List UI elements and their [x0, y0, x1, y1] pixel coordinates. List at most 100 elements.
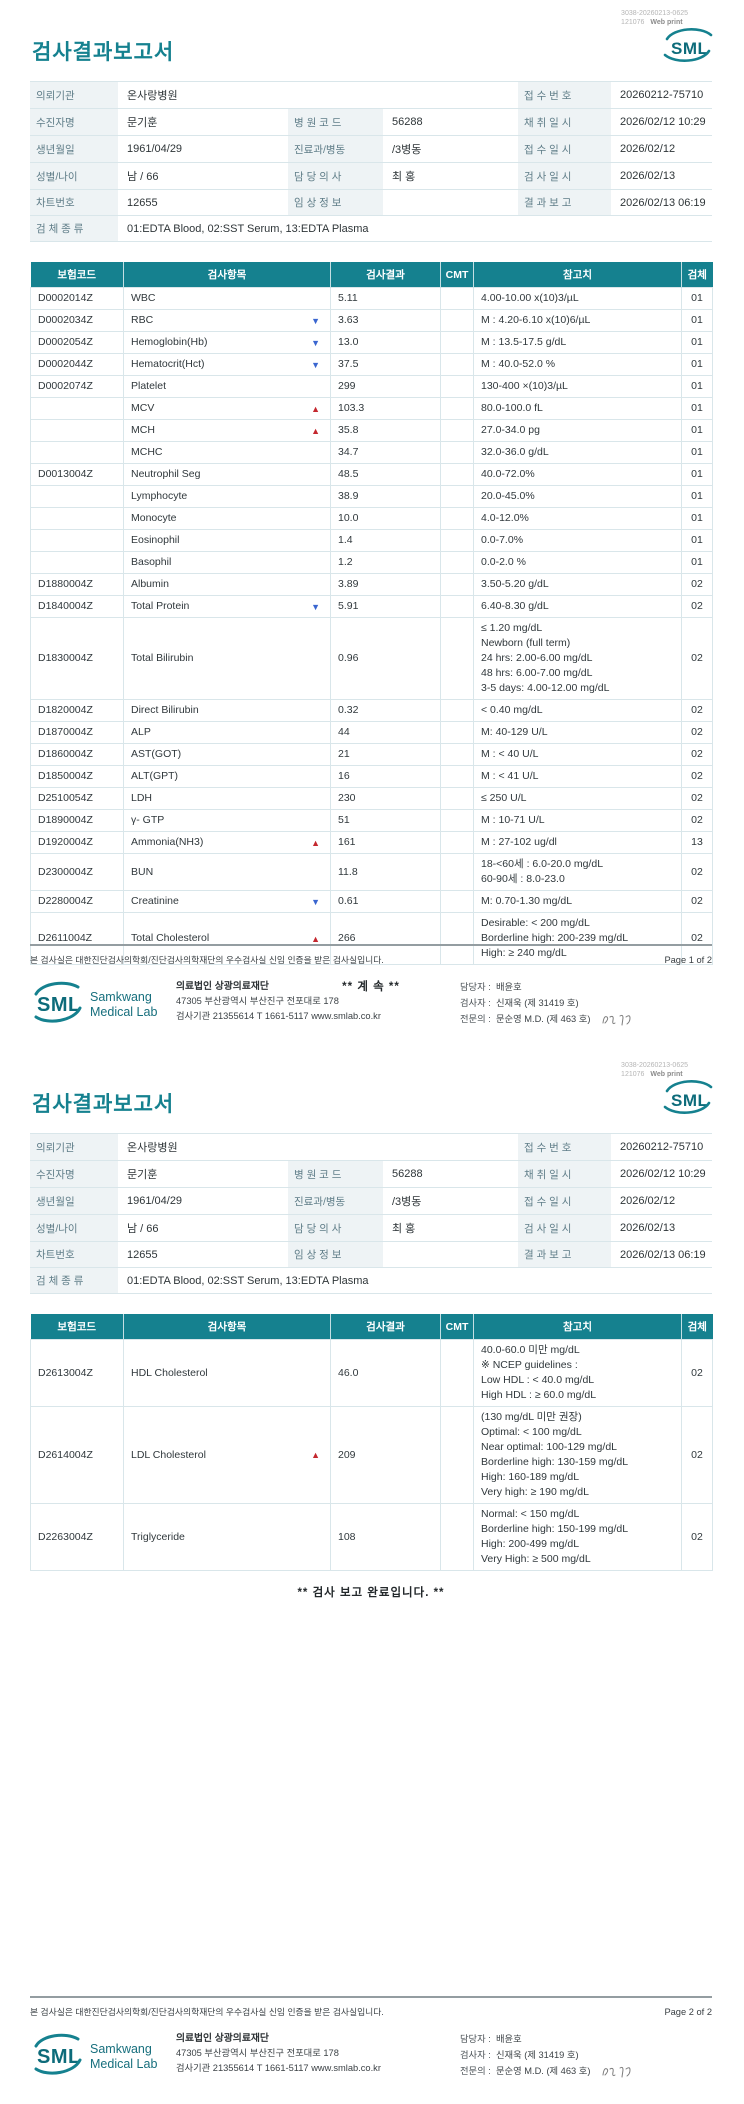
result-row: D2611004Z Total Cholesterol ▲ 266 Desirable:…: [30, 912, 713, 965]
reference-line: 27.0-34.0 pg: [481, 424, 540, 436]
cmt-cell: [440, 912, 474, 965]
svg-text:SML: SML: [671, 39, 708, 58]
reference-line: M : 40.0-52.0 %: [481, 358, 556, 370]
test-item-name: LDH: [131, 792, 153, 804]
field-label: 생년월일: [30, 1187, 118, 1215]
result-value-cell: 1.2: [330, 551, 441, 574]
cmt-cell: [440, 890, 474, 913]
result-value-cell: 209: [330, 1406, 441, 1504]
test-item-name: Creatinine: [131, 895, 179, 907]
high-flag-icon: ▲: [311, 1450, 320, 1460]
specimen-cell: 02: [681, 787, 713, 810]
reference-line: Near optimal: 100-129 mg/dL: [481, 1441, 617, 1453]
test-item-name: Total Cholesterol: [131, 932, 210, 944]
cmt-cell: [440, 309, 474, 332]
result-row: D0002014Z WBC 5.11 4.00-10.00 x(10)3/µL 01: [30, 287, 713, 310]
reference-line: M : 4.20-6.10 x(10)6/µL: [481, 314, 591, 326]
specimen-cell: 02: [681, 699, 713, 722]
reference-line: ≤ 1.20 mg/dL: [481, 622, 543, 634]
specimen-cell: 01: [681, 529, 713, 552]
field-value: [383, 190, 518, 216]
staff-label: 검사자 :: [460, 998, 491, 1008]
patient-info-row: 차트번호 12655 임 상 정 보 결 과 보 고 2026/02/13 06:19: [30, 189, 713, 216]
result-row: D1860004Z AST(GOT) 21 M : < 40 U/L 02: [30, 743, 713, 766]
reference-line: (130 mg/dL 미만 권장): [481, 1411, 582, 1423]
reference-line: 80.0-100.0 fL: [481, 402, 543, 414]
test-item-cell: WBC: [123, 287, 331, 310]
result-row: D0002054Z Hemoglobin(Hb) ▼ 13.0 M : 13.5-17.…: [30, 331, 713, 354]
column-header: 보험코드: [30, 262, 124, 288]
test-item-cell: Monocyte: [123, 507, 331, 530]
result-row: Lymphocyte 38.9 20.0-45.0% 01: [30, 485, 713, 508]
test-item-cell: Total Cholesterol ▲: [123, 912, 331, 965]
result-row: D1880004Z Albumin 3.89 3.50-5.20 g/dL 02: [30, 573, 713, 596]
staff-label: 전문의 :: [460, 2066, 491, 2076]
field-label: 결 과 보 고: [518, 189, 612, 216]
result-value-cell: 0.61: [330, 890, 441, 913]
patient-info-body: 의뢰기관 온사랑병원 접 수 번 호 20260212-75710 수진자명 문기훈 병 원…: [30, 1133, 713, 1294]
staff-label: 전문의 :: [460, 1014, 491, 1024]
field-label: 임 상 정 보: [288, 1241, 383, 1268]
sml-footer-logo-icon: SML Samkwang Medical Lab: [30, 979, 176, 1032]
result-row: MCHC 34.7 32.0-36.0 g/dL 01: [30, 441, 713, 464]
reference-line: High: 160-189 mg/dL: [481, 1471, 580, 1483]
specimen-cell: 02: [681, 853, 713, 891]
field-value: 56288: [392, 116, 423, 128]
reference-line: ≤ 250 U/L: [481, 792, 527, 804]
result-value-cell: 48.5: [330, 463, 441, 486]
web-print-info: 3038-20260213-0625 121076 Web print: [621, 1061, 688, 1079]
field-label: 채 취 일 시: [518, 1160, 612, 1188]
field-value: 2026/02/13 06:19: [620, 196, 706, 209]
field-label: 성별/나이: [30, 1214, 118, 1242]
column-header: 검체: [681, 262, 713, 288]
cmt-cell: [440, 721, 474, 744]
field-value: 20260212-75710: [620, 1141, 704, 1153]
reference-range-cell: 0.0-7.0%: [473, 529, 682, 552]
insurance-code-cell: [30, 507, 124, 530]
result-row: D0002034Z RBC ▼ 3.63 M : 4.20-6.10 x(10)6/µL…: [30, 309, 713, 332]
test-item-cell: Basophil: [123, 551, 331, 574]
result-value-cell: 161: [330, 831, 441, 854]
result-row: D1840004Z Total Protein ▼ 5.91 6.40-8.30 g/d…: [30, 595, 713, 618]
continued-note: ** 계 속 **: [342, 981, 400, 993]
field-label: 검 사 일 시: [518, 162, 612, 190]
column-header: 검사결과: [330, 1314, 441, 1340]
field-value: 남 / 66: [127, 1223, 159, 1235]
web-print-label: Web print: [650, 19, 683, 26]
specimen-cell: 02: [681, 912, 713, 965]
test-item-name: Platelet: [131, 380, 167, 392]
cmt-cell: [440, 441, 474, 464]
test-item-cell: HDL Cholesterol: [123, 1339, 331, 1407]
field-label: 결 과 보 고: [518, 1241, 612, 1268]
field-value: 12655: [127, 196, 158, 209]
test-item-cell: RBC ▼: [123, 309, 331, 332]
svg-text:Samkwang: Samkwang: [90, 2042, 152, 2056]
reference-range-cell: 3.50-5.20 g/dL: [473, 573, 682, 596]
reference-line: Newborn (full term): [481, 637, 571, 649]
field-value: 2026/02/12: [620, 143, 676, 155]
test-item-cell: Creatinine ▼: [123, 890, 331, 913]
result-row: D1920004Z Ammonia(NH3) ▲ 161 M : 27-102 ug/d…: [30, 831, 713, 854]
result-value-cell: 230: [330, 787, 441, 810]
results-table-body: D2613004Z HDL Cholesterol 46.0 40.0-60.0 미만…: [30, 1339, 713, 1571]
result-row: D0002074Z Platelet 299 130-400 ×(10)3/µL 01: [30, 375, 713, 398]
insurance-code-cell: D2613004Z: [30, 1339, 124, 1407]
test-item-cell: ALP: [123, 721, 331, 744]
field-value: 12655: [127, 1248, 158, 1261]
report-page-1: 3038-20260213-0625 121076 Web print SML 검…: [30, 10, 713, 1032]
result-value-cell: 0.32: [330, 699, 441, 722]
results-table-header: 보험코드 검사항목 검사결과 CMT 참고치 검체: [30, 1314, 713, 1340]
svg-text:SML: SML: [37, 2046, 81, 2068]
reference-line: 32.0-36.0 g/dL: [481, 446, 549, 458]
insurance-code-cell: D1830004Z: [30, 617, 124, 700]
reference-line: Desirable: < 200 mg/dL: [481, 917, 590, 929]
high-flag-icon: ▲: [311, 837, 320, 848]
reference-range-cell: 4.00-10.00 x(10)3/µL: [473, 287, 682, 310]
cmt-cell: [440, 617, 474, 700]
cmt-cell: [440, 765, 474, 788]
insurance-code-cell: [30, 397, 124, 420]
reference-line: M : 27-102 ug/dl: [481, 836, 557, 848]
insurance-code-cell: D1860004Z: [30, 743, 124, 766]
cmt-cell: [440, 595, 474, 618]
reference-range-cell: M: 40-129 U/L: [473, 721, 682, 744]
